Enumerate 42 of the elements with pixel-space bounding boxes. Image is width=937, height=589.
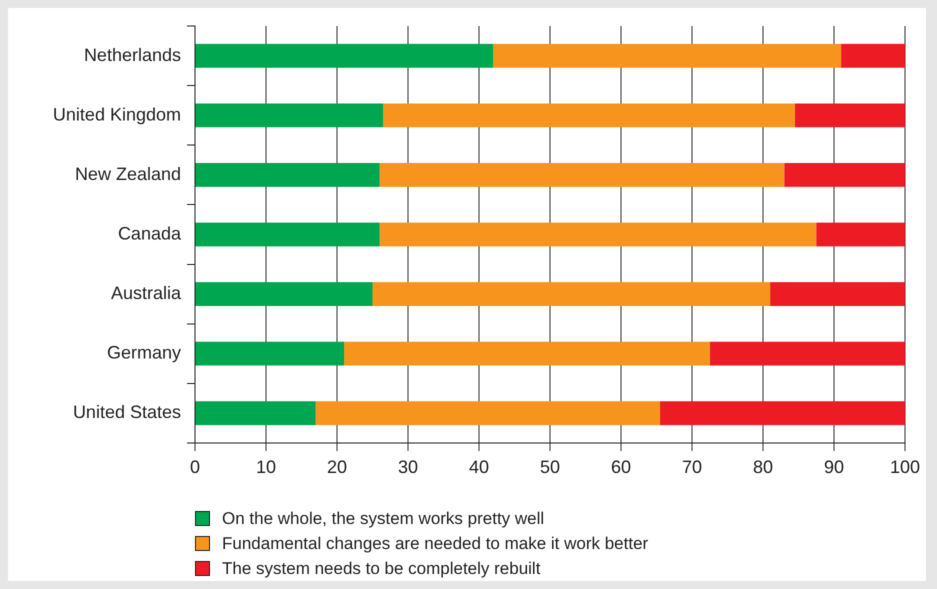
y-tick-label: United Kingdom bbox=[52, 104, 181, 124]
legend-label: The system needs to be completely rebuilt bbox=[222, 558, 540, 578]
y-tick-label: United States bbox=[72, 402, 181, 422]
x-tick-label: 80 bbox=[752, 456, 774, 477]
bar bbox=[196, 103, 384, 128]
x-tick-label: 30 bbox=[398, 456, 418, 477]
x-tick-label: 40 bbox=[468, 456, 490, 477]
bar bbox=[794, 103, 905, 128]
y-tick-label: Australia bbox=[110, 283, 182, 304]
x-tick-label: 100 bbox=[890, 456, 920, 477]
bar bbox=[816, 222, 905, 246]
x-tick-label: 60 bbox=[610, 456, 632, 477]
bar bbox=[196, 44, 494, 68]
bar bbox=[196, 401, 316, 426]
bar bbox=[196, 222, 380, 246]
x-tick-label: 70 bbox=[682, 456, 702, 477]
legend-label: Fundamental changes are needed to make it work better bbox=[222, 534, 648, 554]
bar bbox=[380, 222, 816, 246]
legend-label: On the whole, the system works pretty well bbox=[222, 508, 544, 528]
x-tick-label: 0 bbox=[190, 456, 200, 477]
bar bbox=[196, 163, 380, 187]
y-tick-label: New Zealand bbox=[74, 164, 181, 184]
bar bbox=[383, 103, 795, 128]
bar bbox=[196, 342, 344, 366]
x-tick-label: 20 bbox=[326, 456, 348, 477]
bar bbox=[660, 401, 905, 426]
x-tick-label: 90 bbox=[824, 456, 844, 477]
y-tick-label: Germany bbox=[106, 342, 181, 363]
bar bbox=[316, 401, 660, 426]
bar bbox=[493, 44, 842, 68]
bar bbox=[380, 163, 784, 187]
bar bbox=[344, 342, 710, 366]
y-tick-label: Canada bbox=[118, 223, 182, 244]
bar bbox=[196, 282, 372, 306]
x-tick-label: 10 bbox=[256, 456, 276, 477]
bar bbox=[770, 282, 905, 306]
bar bbox=[710, 342, 905, 366]
bar bbox=[372, 282, 770, 306]
bar bbox=[841, 44, 905, 68]
y-tick-label: Netherlands bbox=[84, 44, 181, 65]
bar bbox=[784, 163, 905, 187]
x-tick-label: 50 bbox=[540, 456, 560, 477]
